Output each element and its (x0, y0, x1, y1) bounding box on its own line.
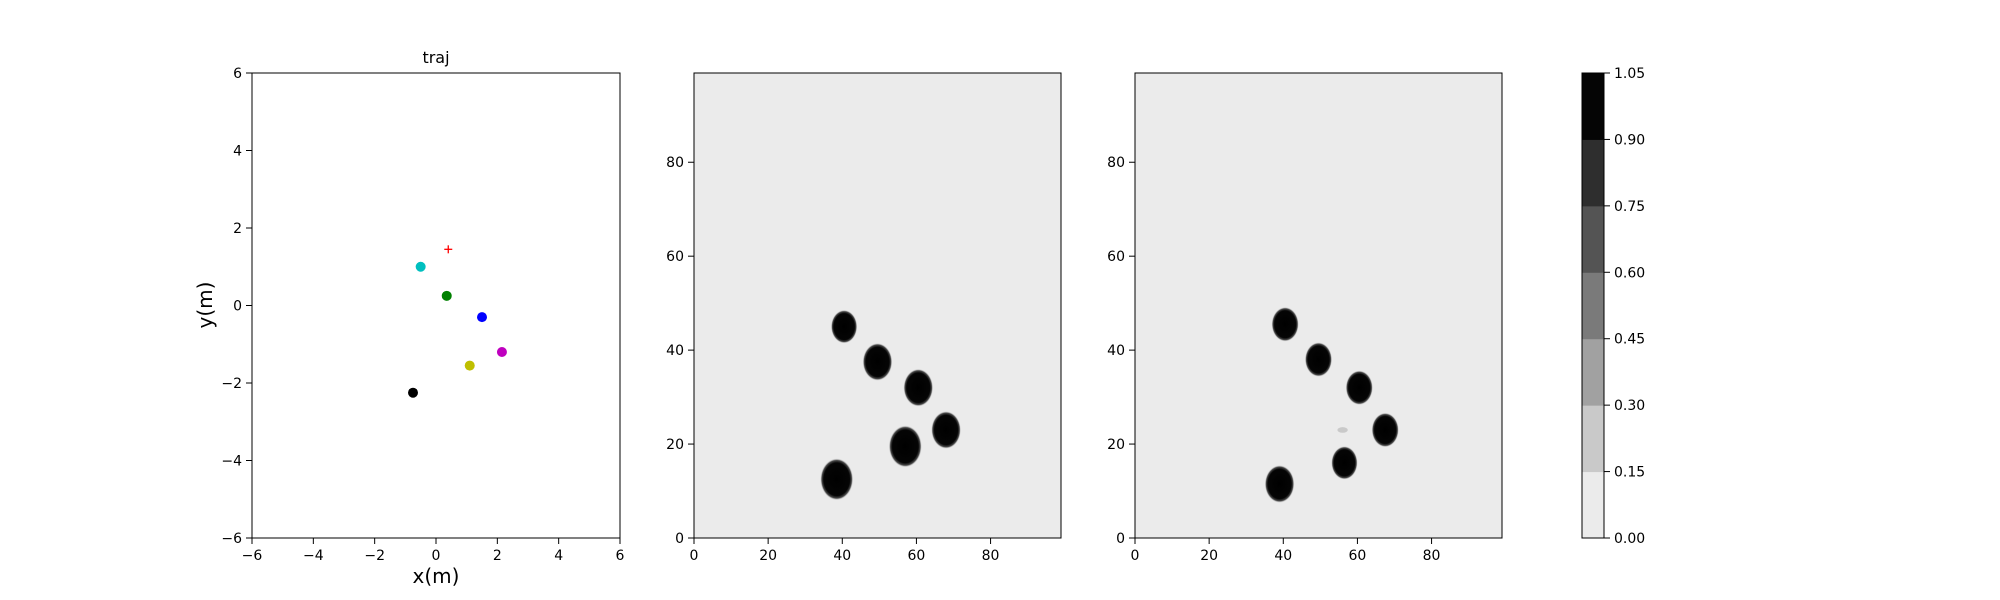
colorbar-ticks: 0.00 0.15 0.30 0.45 0.60 0.75 0.90 1.05 (1604, 66, 1645, 547)
heatmap-1-xtick-label: 0 (690, 548, 699, 564)
heatmap-1-ytick-label: 40 (666, 343, 684, 359)
heatmap-2-blob (1264, 465, 1295, 503)
traj-ytick-label: 0 (233, 299, 242, 315)
traj-point (464, 360, 475, 371)
traj-xtick-label: −4 (303, 548, 324, 564)
heatmap-1-xtick-label: 40 (833, 548, 851, 564)
traj-xtick-label: −6 (242, 548, 263, 564)
heatmap-2-ytick-label: 20 (1107, 437, 1125, 453)
heatmap-1-ticks: 0 20 40 60 80 0 20 40 60 80 (666, 155, 999, 564)
traj-ticks: −6 −4 −2 0 2 4 6 −6 −4 −2 0 2 4 6 (221, 66, 624, 564)
traj-panel: traj −6 −4 −2 0 2 4 6 −6 −4 −2 0 2 4 6 x(m) y(m) (193, 48, 625, 588)
heatmap-1-frame (693, 72, 1062, 539)
colorbar-level (1582, 139, 1604, 207)
traj-xtick-label: 0 (432, 548, 441, 564)
heatmap-2-blob (1304, 342, 1333, 377)
heatmap-2-ytick-label: 60 (1107, 249, 1125, 265)
colorbar-tick-label: 0.30 (1614, 398, 1645, 414)
heatmap-2-background (1135, 73, 1502, 538)
colorbar-level (1582, 73, 1604, 140)
heatmap-2-blob (1371, 412, 1399, 448)
traj-xtick-label: −2 (364, 548, 385, 564)
heatmap-2-blob (1331, 446, 1358, 480)
colorbar-tick-label: 0.75 (1614, 199, 1645, 215)
traj-ytick-label: 6 (233, 66, 242, 82)
traj-point (408, 387, 418, 398)
heatmap-2-xtick-label: 20 (1200, 548, 1218, 564)
colorbar-level (1582, 471, 1604, 539)
traj-point (477, 312, 487, 323)
heatmap-1-blob (820, 458, 854, 501)
colorbar-tick-label: 0.15 (1614, 465, 1645, 481)
traj-ytick-label: −4 (221, 454, 242, 470)
heatmap-2-xtick-label: 40 (1274, 548, 1292, 564)
heatmap-2-blob (1271, 306, 1299, 342)
heatmap-2-blob (1345, 370, 1373, 406)
heatmap-2-xtick-label: 80 (1423, 548, 1441, 564)
colorbar-level (1582, 205, 1604, 273)
heatmap-2-ticks: 0 20 40 60 80 0 20 40 60 80 (1107, 155, 1440, 564)
goal-marker (444, 245, 453, 254)
heatmap-1-ytick-label: 20 (666, 437, 684, 453)
colorbar-tick-label: 0.45 (1614, 332, 1645, 348)
heatmap-1-blob (830, 309, 858, 344)
heatmap-1-blob (888, 425, 922, 468)
heatmap-1-xtick-label: 80 (982, 548, 1000, 564)
heatmap-2-ytick-label: 0 (1116, 531, 1125, 547)
traj-ylabel: y(m) (193, 282, 217, 329)
heatmap-2-blobs (1264, 306, 1399, 503)
colorbar: 0.00 0.15 0.30 0.45 0.60 0.75 0.90 1.05 (1581, 66, 1645, 547)
traj-ytick-label: 2 (233, 221, 242, 237)
heatmap-1-ytick-label: 0 (675, 531, 684, 547)
traj-points (408, 245, 507, 398)
traj-xtick-label: 2 (493, 548, 502, 564)
traj-ytick-label: −6 (221, 531, 242, 547)
traj-xtick-label: 6 (616, 548, 625, 564)
traj-axes-frame (251, 72, 621, 539)
heatmap-2-faint-spot (1337, 427, 1348, 433)
heatmap-2-ytick-label: 40 (1107, 343, 1125, 359)
traj-xtick-label: 4 (554, 548, 563, 564)
heatmap-1-blob (862, 342, 893, 381)
traj-point (415, 261, 426, 272)
traj-xlabel: x(m) (413, 564, 460, 588)
heatmap-1-ytick-label: 80 (666, 155, 684, 171)
heatmap-1-blob (903, 368, 934, 407)
colorbar-tick-label: 1.05 (1614, 66, 1645, 82)
colorbar-level (1582, 338, 1604, 406)
heatmap-panel-1: 0 20 40 60 80 0 20 40 60 80 (666, 72, 1062, 564)
heatmap-panel-2: 0 20 40 60 80 0 20 40 60 80 (1107, 72, 1503, 564)
heatmap-1-xtick-label: 20 (759, 548, 777, 564)
heatmap-2-ytick-label: 80 (1107, 155, 1125, 171)
colorbar-level (1582, 405, 1604, 473)
heatmap-1-ytick-label: 60 (666, 249, 684, 265)
colorbar-tick-label: 0.60 (1614, 265, 1645, 281)
heatmap-1-xtick-label: 60 (908, 548, 926, 564)
traj-ytick-label: 4 (233, 144, 242, 160)
heatmap-2-xtick-label: 60 (1349, 548, 1367, 564)
colorbar-tick-label: 0.00 (1614, 531, 1645, 547)
colorbar-level (1582, 272, 1604, 340)
traj-title: traj (422, 48, 449, 67)
colorbar-tick-label: 0.90 (1614, 132, 1645, 148)
traj-ytick-label: −2 (221, 376, 242, 392)
heatmap-1-blob (931, 411, 962, 449)
traj-point (441, 290, 452, 301)
heatmap-2-xtick-label: 0 (1131, 548, 1140, 564)
colorbar-levels (1582, 73, 1604, 539)
heatmap-1-blobs (820, 309, 962, 501)
colorbar-frame (1581, 72, 1605, 539)
heatmap-2-frame (1134, 72, 1503, 539)
traj-point (496, 347, 507, 357)
heatmap-1-background (694, 73, 1061, 538)
